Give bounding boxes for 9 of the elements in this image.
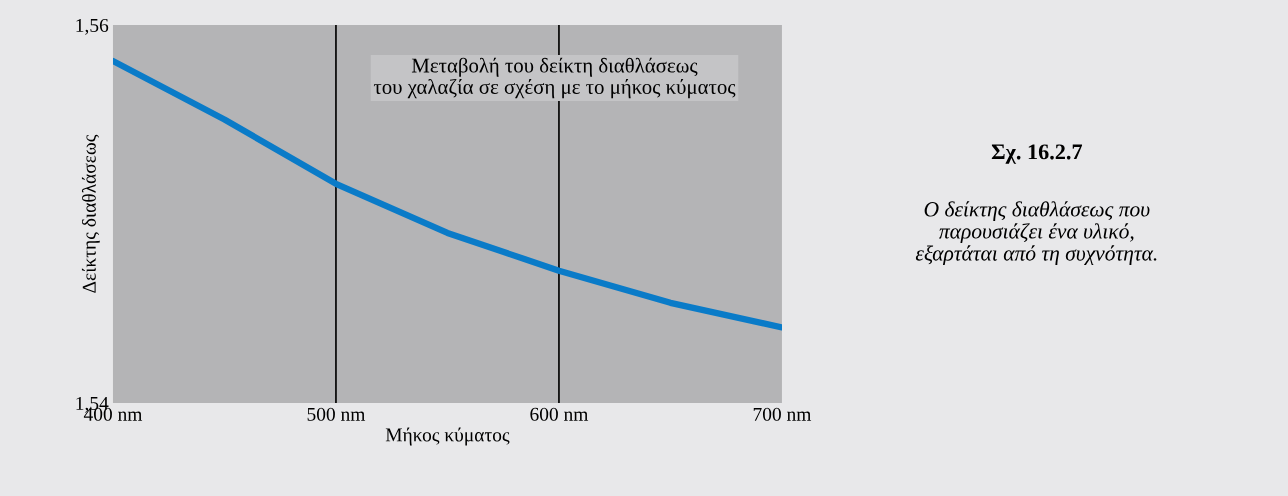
x-axis-title: Μήκος κύματος (385, 427, 510, 446)
y-tick-label: 1,56 (76, 18, 109, 35)
y-axis-title: Δείκτης διαθλάσεως (81, 134, 100, 293)
text: Σχ. 16.2.7 (991, 144, 1083, 164)
x-tick-label: 500 nm (307, 407, 366, 421)
text: Ο δείκτης διαθλάσεως που παρουσιάζει ένα υλικό, εξαρτάται από τη συχνότητα. (915, 201, 1157, 266)
x-tick-label: 600 nm (530, 407, 589, 421)
x-tick-label: 700 nm (753, 407, 812, 421)
text: Μεταβολή του δείκτη διαθλάσεως του χαλαζία σε σχέση με το μήκος κύματος (373, 57, 736, 99)
